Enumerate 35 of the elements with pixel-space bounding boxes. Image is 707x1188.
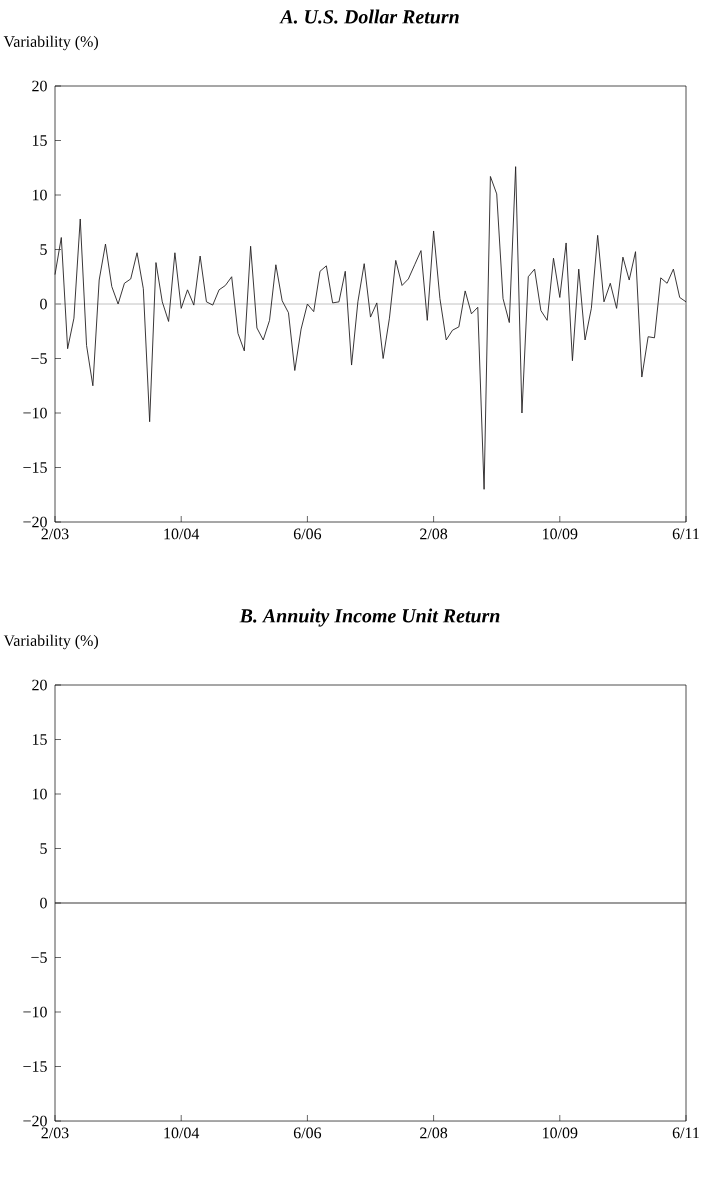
y-tick-label: −15 bbox=[23, 462, 47, 473]
chart-title: A. U.S. Dollar Return bbox=[279, 9, 459, 24]
y-tick-label: 15 bbox=[32, 734, 47, 745]
x-tick-label: 6/06 bbox=[293, 1127, 322, 1139]
y-tick-label: −5 bbox=[31, 353, 47, 364]
y-axis-title: Variability (%) bbox=[3, 35, 98, 51]
y-tick-label: 15 bbox=[32, 135, 47, 146]
x-tick-label: 6/11 bbox=[672, 1127, 699, 1139]
y-tick-label: −20 bbox=[23, 1115, 47, 1127]
x-tick-label: 6/06 bbox=[293, 528, 322, 540]
y-tick-label: 5 bbox=[40, 843, 47, 854]
y-tick-label: 5 bbox=[40, 244, 47, 255]
y-tick-label: 10 bbox=[32, 788, 47, 800]
x-tick-label: 2/03 bbox=[41, 528, 69, 540]
y-tick-label: −15 bbox=[23, 1061, 47, 1072]
x-tick-label: 10/04 bbox=[164, 528, 200, 540]
line-series bbox=[54, 166, 687, 490]
y-tick-label: −10 bbox=[23, 1006, 47, 1018]
x-tick-label: 2/08 bbox=[420, 528, 448, 540]
x-tick-label: 2/03 bbox=[41, 1127, 69, 1139]
x-tick-label: 6/11 bbox=[672, 528, 699, 540]
x-tick-label: 10/09 bbox=[543, 1127, 578, 1139]
y-tick-label: 0 bbox=[40, 298, 47, 310]
y-tick-label: −20 bbox=[23, 516, 47, 528]
x-tick-label: 10/09 bbox=[543, 528, 578, 540]
y-tick-label: −5 bbox=[31, 952, 47, 963]
y-tick-label: 0 bbox=[40, 897, 47, 909]
chart-title: B. Annuity Income Unit Return bbox=[239, 608, 500, 627]
y-tick-label: −10 bbox=[23, 407, 47, 419]
y-tick-label: 20 bbox=[32, 80, 47, 92]
y-tick-label: 10 bbox=[32, 189, 47, 201]
y-axis-title: Variability (%) bbox=[3, 634, 98, 650]
x-tick-label: 10/04 bbox=[164, 1127, 200, 1139]
x-tick-label: 2/08 bbox=[420, 1127, 448, 1139]
y-tick-label: 20 bbox=[32, 679, 47, 691]
